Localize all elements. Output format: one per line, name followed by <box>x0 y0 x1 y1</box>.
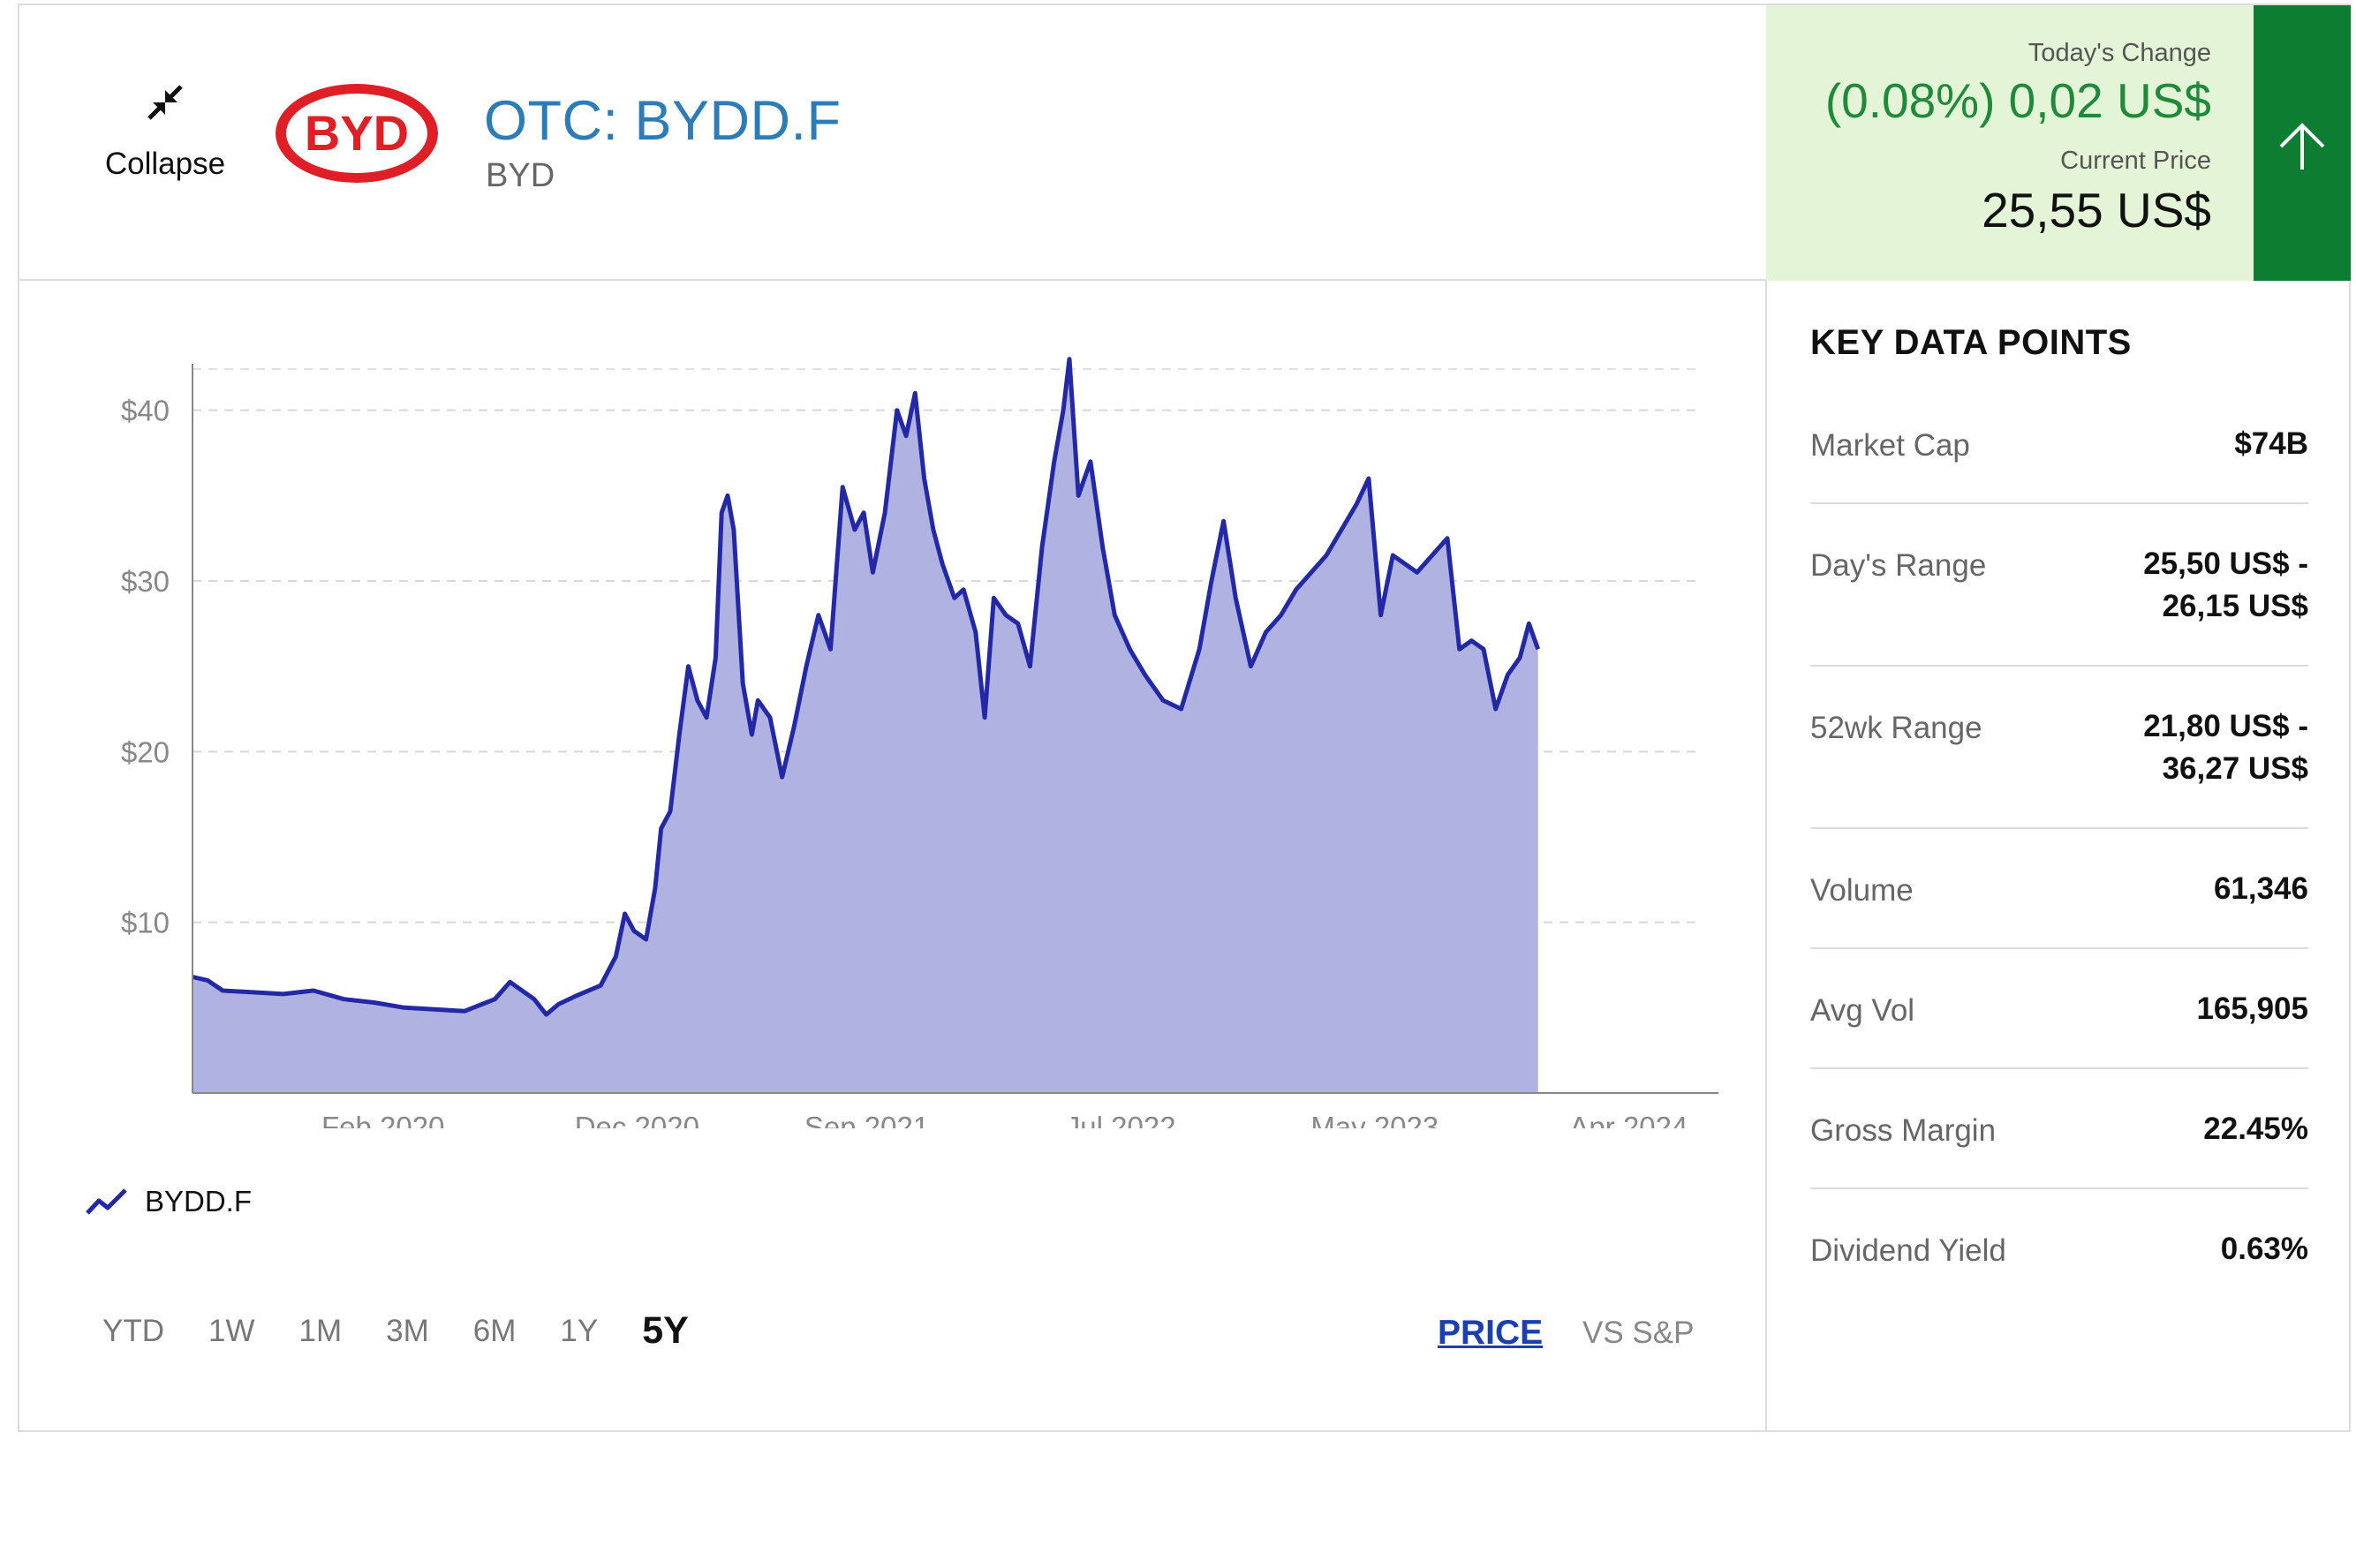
price-area <box>193 358 1538 1093</box>
logo-text: BYD <box>305 105 409 161</box>
price-line <box>192 357 1541 1017</box>
x-tick-label: Sep 2021 <box>804 1111 929 1128</box>
x-tick-label: Dec 2020 <box>575 1111 699 1128</box>
range-ytd[interactable]: YTD <box>102 1314 164 1348</box>
key-label: Day's Range <box>1810 548 1987 583</box>
mode-price-button[interactable]: PRICE <box>1438 1314 1544 1352</box>
x-tick-label: Feb 2020 <box>321 1111 444 1128</box>
range-6m[interactable]: 6M <box>472 1314 517 1348</box>
range-selector: YTD 1W 1M 3M 6M 1Y 5Y <box>102 1309 733 1353</box>
stock-widget: Collapse BYD OTC: BYDD.F BYD Today's Cha… <box>18 4 2351 1432</box>
range-1y[interactable]: 1Y <box>560 1314 599 1348</box>
collapse-icon <box>147 85 183 120</box>
price-chart[interactable]: $10 $20 $30 $40 Feb 2020 Dec 2020 Sep 2021 Jul… <box>19 281 1766 1128</box>
key-data-panel: KEY DATA POINTS Market Cap $74B Day's Ra… <box>1810 281 2308 1309</box>
range-1m[interactable]: 1M <box>298 1314 343 1348</box>
stock-header: Collapse BYD OTC: BYDD.F BYD <box>19 5 1768 281</box>
key-label: 52wk Range <box>1810 711 1982 745</box>
key-value: 0.63% <box>2220 1232 2308 1266</box>
key-data-row-gross-margin: Gross Margin 22.45% <box>1810 1069 2308 1189</box>
key-label: Gross Margin <box>1810 1113 1997 1148</box>
key-data-title: KEY DATA POINTS <box>1810 323 2132 362</box>
chart-legend: BYDD.F <box>85 1185 252 1218</box>
x-tick-label: May 2023 <box>1310 1111 1439 1128</box>
chart-area: $10 $20 $30 $40 Feb 2020 Dec 2020 Sep 2021 Jul… <box>19 281 1766 1432</box>
key-value-line2: 36,27 US$ <box>2162 751 2308 786</box>
quote-panel: Today's Change (0.08%) 0,02 US$ Current … <box>1766 5 2254 281</box>
key-value-line2: 26,15 US$ <box>2162 589 2308 623</box>
range-3m[interactable]: 3M <box>386 1314 429 1348</box>
key-data-row-market-cap: Market Cap $74B <box>1810 363 2308 504</box>
key-value: 25,50 US$ - <box>2143 547 2308 581</box>
key-data-row-avg-vol: Avg Vol 165,905 <box>1810 949 2308 1069</box>
key-value: 21,80 US$ - <box>2143 709 2308 743</box>
key-label: Dividend Yield <box>1810 1233 2006 1268</box>
key-data-row-days-range: Day's Range 25,50 US$ - 26,15 US$ <box>1810 504 2308 667</box>
y-tick-label: $10 <box>121 907 170 939</box>
key-data-row-52wk-range: 52wk Range 21,80 US$ - 36,27 US$ <box>1810 667 2308 829</box>
key-label: Volume <box>1810 873 1914 908</box>
y-tick-label: $30 <box>121 565 170 598</box>
panel-divider <box>1765 281 1767 1432</box>
current-price-label: Current Price <box>2060 147 2211 175</box>
x-tick-label: Apr 2024 <box>1569 1111 1688 1128</box>
key-label: Market Cap <box>1810 428 1970 463</box>
trend-line-icon <box>86 1188 127 1215</box>
y-tick-label: $20 <box>121 735 170 768</box>
byd-logo: BYD <box>276 84 438 183</box>
key-value: 165,905 <box>2196 991 2308 1026</box>
key-data-row-dividend-yield: Dividend Yield 0.63% <box>1810 1189 2308 1309</box>
collapse-label: Collapse <box>104 147 226 181</box>
range-5y[interactable]: 5Y <box>642 1309 689 1352</box>
key-label: Avg Vol <box>1810 993 1915 1028</box>
key-value: $74B <box>2234 426 2308 461</box>
x-tick-label: Jul 2022 <box>1066 1111 1176 1128</box>
key-value: 61,346 <box>2213 871 2308 906</box>
range-1w[interactable]: 1W <box>208 1314 255 1348</box>
todays-change-label: Today's Change <box>2028 39 2211 67</box>
y-tick-label: $40 <box>121 395 170 427</box>
ticker-symbol: OTC: BYDD.F <box>484 90 842 152</box>
todays-change-value: (0.08%) 0,02 US$ <box>1824 73 2211 128</box>
company-name: BYD <box>486 157 555 194</box>
arrow-up-icon <box>2279 123 2325 170</box>
current-price-value: 25,55 US$ <box>1982 183 2211 237</box>
key-data-row-volume: Volume 61,346 <box>1810 829 2308 949</box>
trend-indicator <box>2254 5 2351 281</box>
legend-series-label: BYDD.F <box>145 1185 253 1217</box>
collapse-button[interactable]: Collapse <box>72 76 258 200</box>
mode-vs-sp-button[interactable]: VS S&P <box>1582 1315 1695 1350</box>
key-value: 22.45% <box>2203 1112 2308 1146</box>
